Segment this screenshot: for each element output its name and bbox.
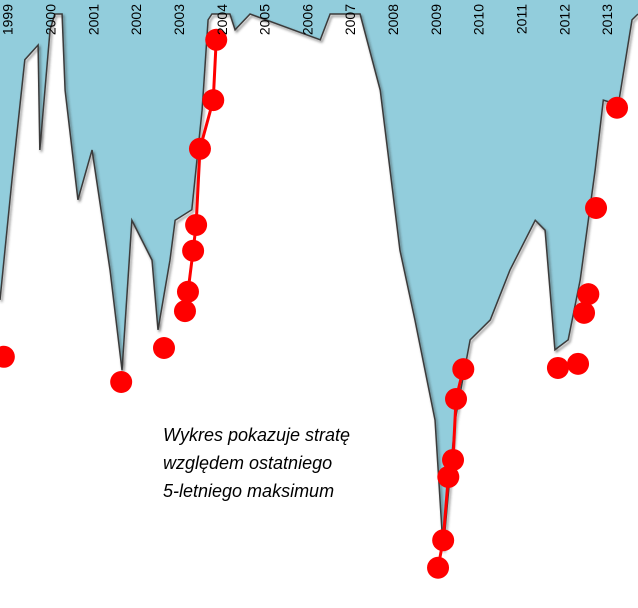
dot bbox=[173, 300, 196, 323]
x-tick-label: 2012 bbox=[556, 4, 572, 35]
dot bbox=[573, 301, 596, 324]
dot bbox=[202, 89, 225, 112]
x-tick-label: 2006 bbox=[299, 4, 315, 35]
x-tick-label: 2001 bbox=[85, 4, 101, 35]
x-tick-label: 2004 bbox=[214, 4, 230, 35]
annotation: względem ostatniego bbox=[163, 453, 332, 473]
dot bbox=[188, 137, 211, 160]
dot bbox=[432, 529, 455, 552]
dot bbox=[577, 283, 600, 306]
dot bbox=[0, 345, 15, 368]
area bbox=[0, 0, 638, 551]
dot bbox=[185, 213, 208, 236]
dot bbox=[176, 280, 199, 303]
x-tick-label: 2010 bbox=[471, 4, 487, 35]
area-edge bbox=[0, 13, 638, 551]
x-tick-label: 1999 bbox=[0, 4, 16, 35]
x-tick-label: 2011 bbox=[514, 4, 530, 34]
x-tick-label: 2002 bbox=[128, 4, 144, 35]
annotation: Wykres pokazuje stratę bbox=[163, 425, 350, 445]
dot bbox=[110, 371, 133, 394]
dot bbox=[606, 96, 629, 119]
x-tick-label: 2000 bbox=[43, 4, 59, 35]
dot bbox=[442, 448, 465, 471]
x-tick-label: 2005 bbox=[257, 4, 273, 35]
dot bbox=[445, 388, 468, 411]
dot bbox=[567, 352, 590, 375]
x-tick-label: 2013 bbox=[599, 4, 615, 35]
x-tick-label: 2008 bbox=[385, 4, 401, 35]
labels: 1999 2000 2001 2002 2003 2004 2005 2006 2007 2008… bbox=[0, 4, 615, 501]
annotation: 5-letniego maksimum bbox=[163, 481, 334, 501]
x-tick-label: 2007 bbox=[342, 4, 358, 35]
dot bbox=[205, 28, 228, 51]
x-tick-label: 2009 bbox=[428, 4, 444, 35]
dot bbox=[152, 337, 175, 360]
dot bbox=[437, 465, 460, 488]
dot bbox=[546, 356, 569, 379]
dot bbox=[427, 556, 450, 579]
dot bbox=[452, 358, 475, 381]
dot bbox=[182, 239, 205, 262]
plot bbox=[0, 0, 638, 579]
x-tick-label: 2003 bbox=[171, 4, 187, 35]
dot bbox=[585, 196, 608, 219]
